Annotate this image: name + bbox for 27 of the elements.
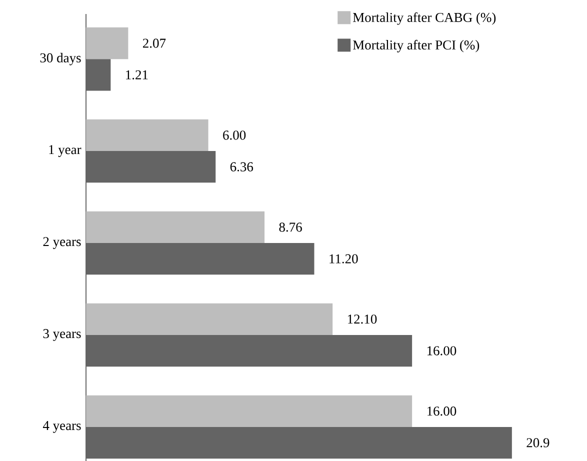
y-tick-label: 2 years <box>43 237 81 249</box>
y-tick-label: 4 years <box>42 421 81 433</box>
bar <box>86 334 412 367</box>
data-label: 16.00 <box>427 406 456 416</box>
y-tick-label: 1 year <box>49 145 82 157</box>
data-label: 12.10 <box>348 314 377 324</box>
bar <box>86 59 111 91</box>
bar <box>86 211 265 244</box>
y-tick-label: 3 years <box>43 329 81 341</box>
bar <box>86 303 333 335</box>
legend-label: Mortality after CABG (%) <box>352 12 496 25</box>
bar <box>86 426 512 459</box>
bar <box>86 395 412 427</box>
bar <box>86 119 208 152</box>
data-label: 16.00 <box>427 346 456 356</box>
bar <box>86 151 216 183</box>
legend-label: Mortality after PCI (%) <box>352 40 480 52</box>
bar <box>86 27 128 60</box>
data-label: 6.00 <box>223 130 246 140</box>
y-tick-label: 30 days <box>40 52 81 66</box>
data-label: 2.07 <box>142 38 166 48</box>
data-label: 20.9 <box>526 438 550 448</box>
data-label: 8.76 <box>279 222 302 232</box>
data-label: 1.21 <box>126 70 148 80</box>
data-label: 6.36 <box>230 162 254 172</box>
data-label: 11.20 <box>330 254 358 264</box>
bar <box>86 243 314 275</box>
